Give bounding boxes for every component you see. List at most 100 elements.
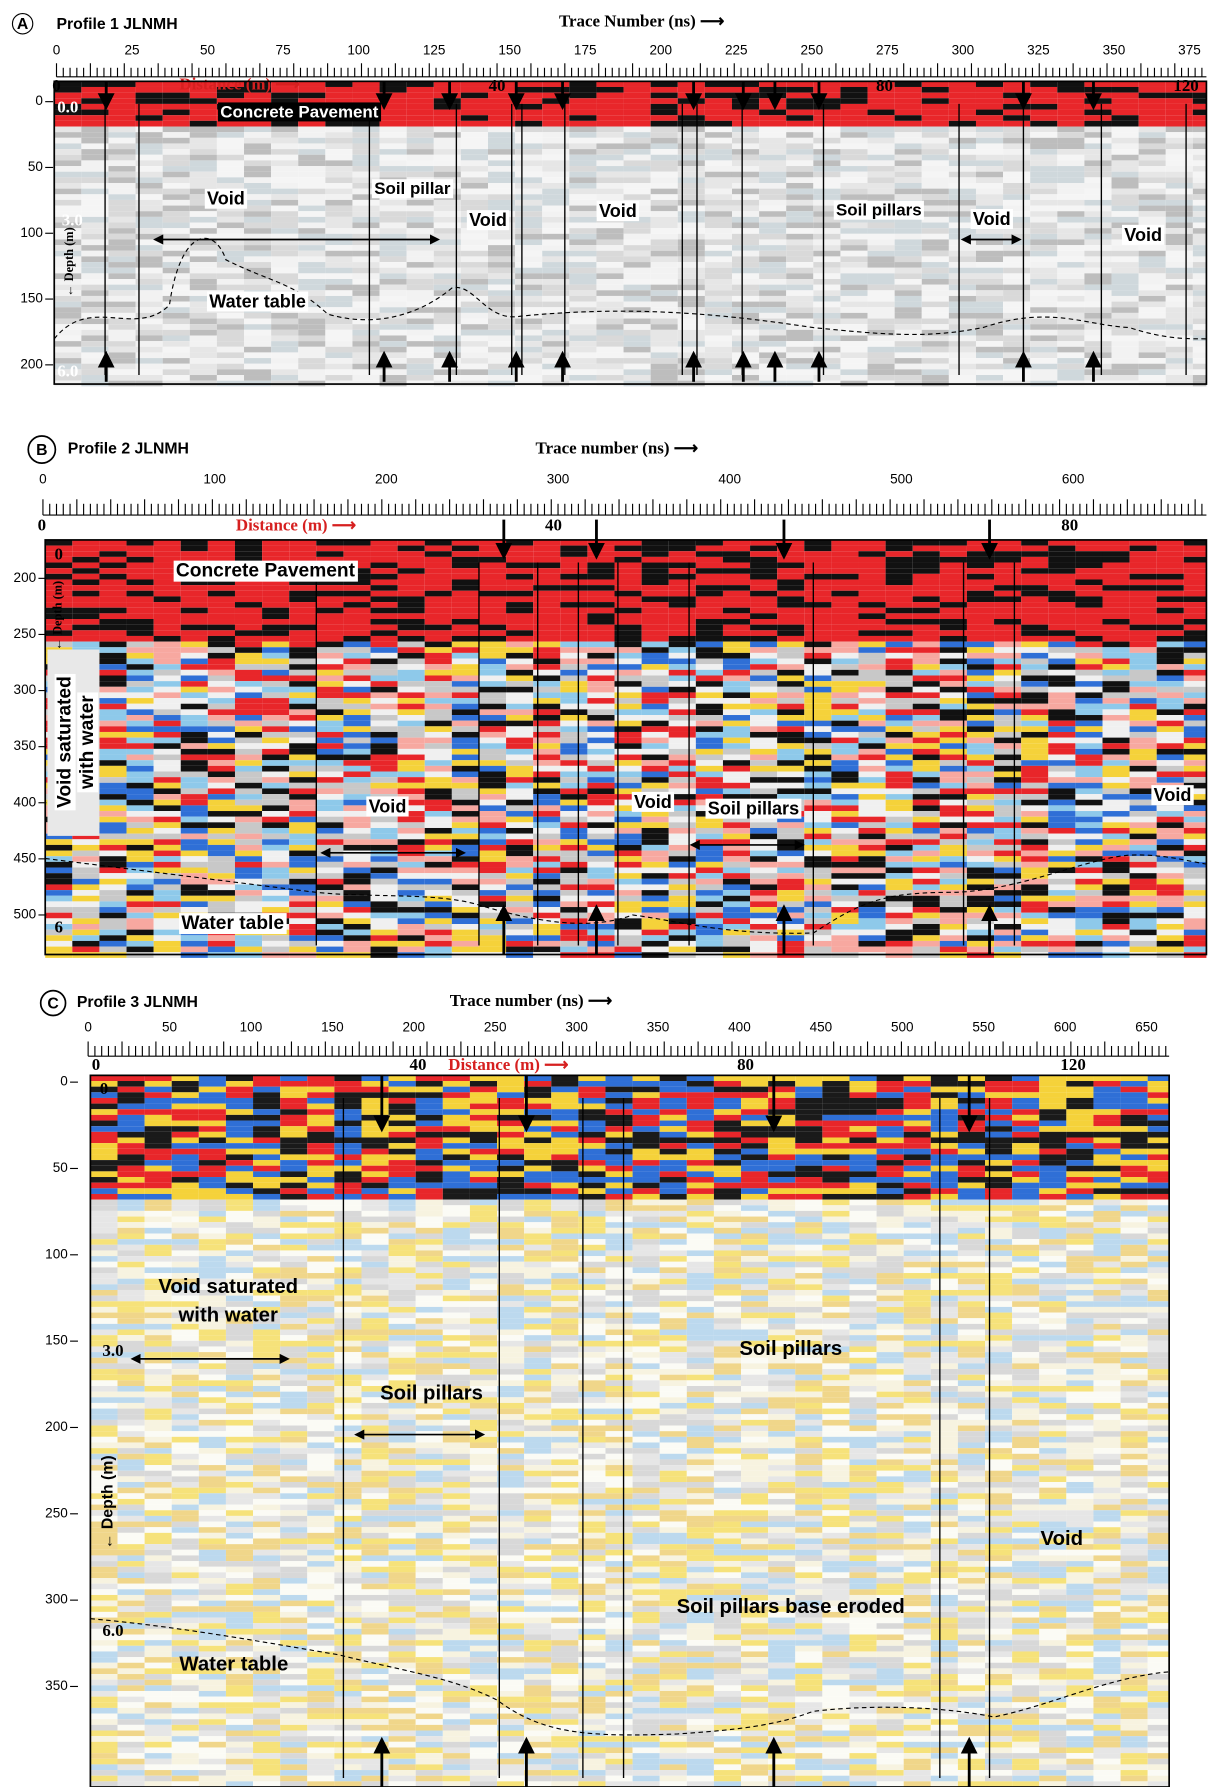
radargram-band: [289, 664, 316, 670]
radargram-band: [1030, 364, 1057, 370]
radargram-band: [425, 947, 452, 953]
radargram-band: [777, 924, 804, 930]
radargram-band: [1003, 177, 1030, 183]
radargram-band: [289, 760, 316, 766]
radargram-band: [922, 160, 949, 166]
radargram-band: [217, 121, 244, 127]
radargram-band: [624, 268, 651, 274]
radargram-band: [1193, 200, 1207, 206]
radargram-band: [804, 907, 831, 913]
radargram-band: [1003, 330, 1030, 336]
radargram-band: [642, 856, 669, 862]
radargram-band: [208, 546, 235, 552]
radargram-band: [651, 273, 678, 279]
radargram-band: [298, 279, 325, 285]
radargram-band: [127, 596, 154, 602]
radargram-band: [99, 901, 126, 907]
radargram-band: [732, 183, 759, 189]
radargram-band: [108, 330, 135, 336]
radargram-band: [596, 341, 623, 347]
radargram-band: [913, 659, 940, 665]
radargram-band: [181, 732, 208, 738]
radargram-band: [831, 681, 858, 687]
radargram-band: [1112, 149, 1139, 155]
radargram-band: [922, 200, 949, 206]
radargram-band: [371, 636, 398, 642]
radargram-band: [371, 856, 398, 862]
radargram-band: [181, 839, 208, 845]
radargram-band: [831, 913, 858, 919]
radargram-band: [398, 670, 425, 676]
radargram-band: [750, 551, 777, 557]
radargram-band: [181, 834, 208, 840]
radargram-band: [913, 608, 940, 614]
radargram-band: [615, 732, 642, 738]
radargram-band: [642, 941, 669, 947]
radargram-band: [1003, 194, 1030, 200]
radargram-band: [886, 619, 913, 625]
radargram-band: [136, 358, 163, 364]
radargram-band: [1112, 347, 1139, 353]
radargram-band: [208, 760, 235, 766]
radargram-band: [398, 845, 425, 851]
radargram-band: [868, 155, 895, 161]
radargram-band: [813, 177, 840, 183]
radargram-band: [596, 98, 623, 104]
radargram-band: [99, 551, 126, 557]
radargram-band: [325, 273, 352, 279]
radargram-band: [298, 251, 325, 257]
radargram-band: [1057, 166, 1084, 172]
radargram-band: [1139, 285, 1166, 291]
radargram-band: [705, 155, 732, 161]
radargram-band: [298, 364, 325, 370]
radargram-band: [1166, 364, 1193, 370]
radargram-band: [407, 262, 434, 268]
radargram-band: [217, 251, 244, 257]
radargram-band: [163, 324, 190, 330]
radargram-band: [398, 856, 425, 862]
radargram-band: [596, 251, 623, 257]
radargram-band: [289, 743, 316, 749]
radargram-band: [560, 755, 587, 761]
radargram-band: [1166, 121, 1193, 127]
radargram-band: [615, 591, 642, 597]
radargram-band: [262, 879, 289, 885]
radargram-band: [99, 675, 126, 681]
radargram-band: [813, 143, 840, 149]
radargram-band: [506, 546, 533, 552]
radargram-band: [325, 160, 352, 166]
radargram-band: [217, 245, 244, 251]
radargram-band: [325, 132, 352, 138]
radargram-band: [624, 279, 651, 285]
radargram-band: [271, 223, 298, 229]
radargram-band: [705, 290, 732, 296]
radargram-band: [289, 805, 316, 811]
radargram-band: [479, 924, 506, 930]
radargram-band: [651, 369, 678, 375]
radargram-band: [750, 636, 777, 642]
radargram-band: [624, 358, 651, 364]
radargram-band: [54, 347, 81, 353]
radargram-band: [163, 279, 190, 285]
radargram-band: [723, 896, 750, 902]
radargram-band: [1003, 138, 1030, 144]
radargram-band: [343, 596, 370, 602]
radargram-band: [886, 568, 913, 574]
radargram-band: [1166, 177, 1193, 183]
radargram-band: [515, 143, 542, 149]
radargram-band: [859, 879, 886, 885]
radargram-band: [425, 596, 452, 602]
radargram-band: [181, 709, 208, 715]
radargram-band: [587, 704, 614, 710]
radargram-band: [922, 285, 949, 291]
radargram-band: [380, 223, 407, 229]
radargram-band: [922, 87, 949, 93]
radargram-band: [804, 947, 831, 953]
radargram-band: [506, 811, 533, 817]
radargram-band: [786, 149, 813, 155]
radargram-band: [452, 794, 479, 800]
radargram-band: [1084, 104, 1111, 110]
radargram-band: [615, 709, 642, 715]
radargram-band: [461, 245, 488, 251]
radargram-band: [190, 160, 217, 166]
